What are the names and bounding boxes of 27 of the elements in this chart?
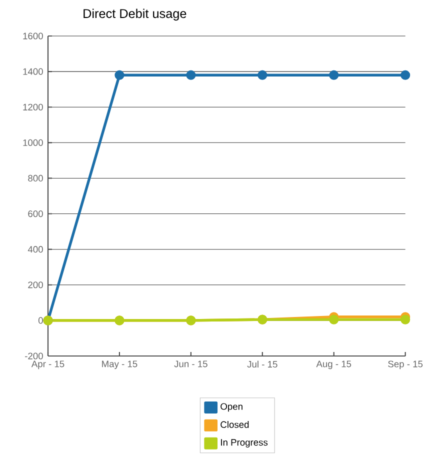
y-tick-label: 1000 <box>23 139 43 146</box>
y-tick-label: 0 <box>38 317 43 324</box>
y-tick-label: 200 <box>28 282 43 288</box>
x-tick-label: Sep - 15 <box>388 360 423 370</box>
y-tick-label: 800 <box>28 174 43 182</box>
point <box>114 70 124 80</box>
y-tick-label: 1200 <box>23 104 43 110</box>
point <box>329 314 339 324</box>
legend-label: In Progress <box>221 439 268 448</box>
x-tick-label: Jul - 15 <box>247 360 278 368</box>
y-tick-label: 1600 <box>23 32 43 40</box>
point <box>329 70 339 80</box>
legend-label: Closed <box>220 421 249 428</box>
x-tick-label: Jun - 15 <box>174 360 208 368</box>
point <box>186 70 196 80</box>
y-tick-label: 600 <box>28 210 43 218</box>
y-tick-label: 400 <box>28 246 43 253</box>
point <box>400 314 410 324</box>
x-tick-label: Apr - 15 <box>31 360 64 370</box>
y-tick-label: 1400 <box>23 68 43 75</box>
chart-title: Direct Debit usage <box>84 8 186 21</box>
x-tick-label: May - 15 <box>102 360 138 370</box>
x-tick-label: Aug - 15 <box>316 360 352 370</box>
legend-label: Open <box>220 403 242 412</box>
point <box>400 70 410 80</box>
y-tick-label: -200 <box>25 352 43 360</box>
point <box>258 70 268 80</box>
